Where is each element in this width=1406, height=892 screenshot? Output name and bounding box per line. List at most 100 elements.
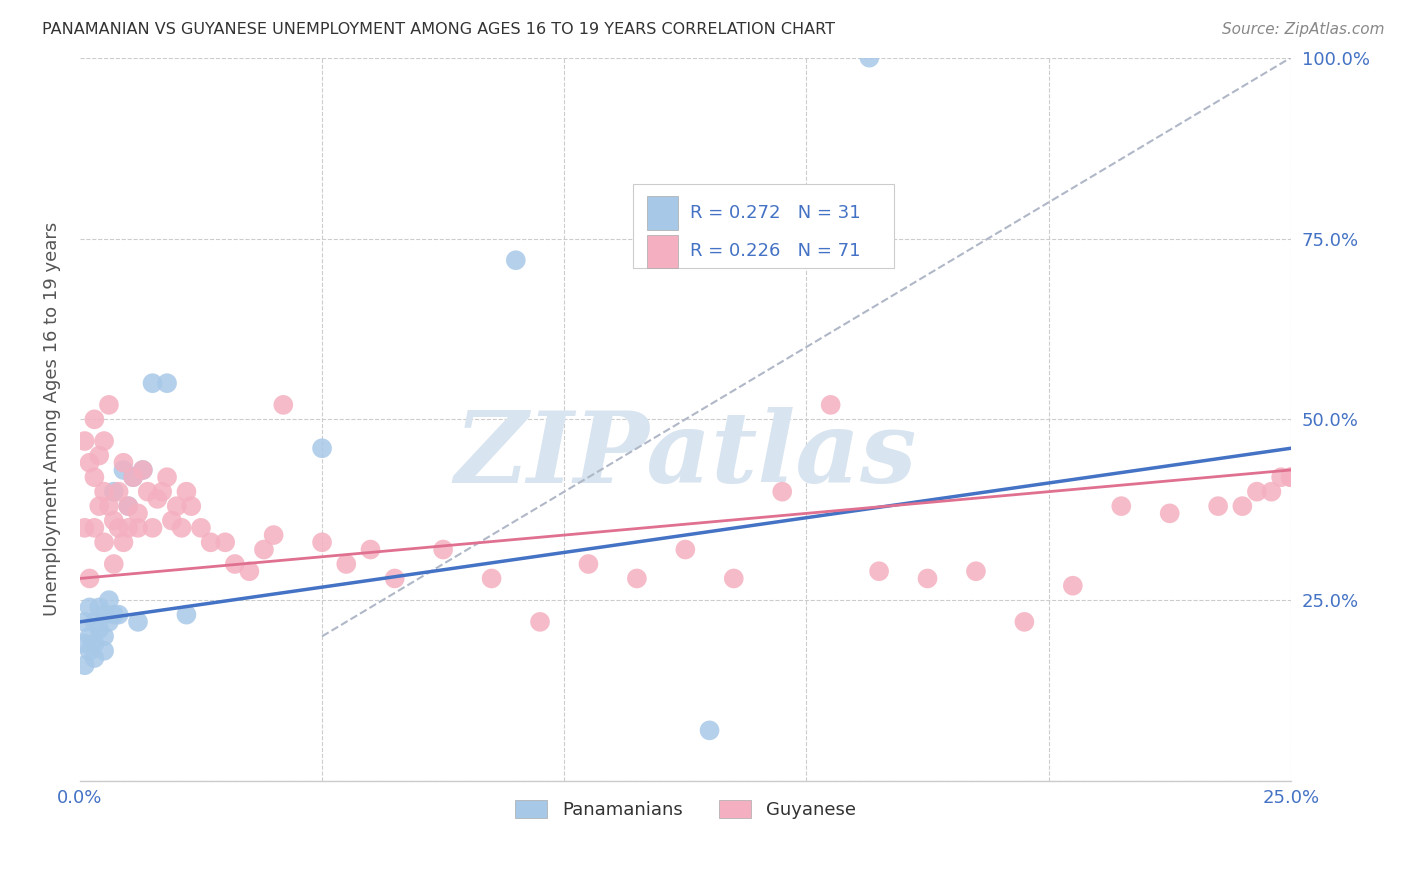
Point [1206, 499, 1229, 513]
Text: Source: ZipAtlas.com: Source: ZipAtlas.com [1222, 22, 1385, 37]
Point [311, 442, 333, 456]
Point [200, 535, 222, 549]
Point [89, 600, 111, 615]
Point [97, 615, 120, 629]
Point [820, 398, 842, 412]
Point [180, 499, 202, 513]
Point [89, 622, 111, 636]
Point [79, 456, 101, 470]
Point [107, 607, 129, 622]
Point [122, 470, 145, 484]
Point [1279, 470, 1302, 484]
Point [529, 615, 551, 629]
Text: R = 0.226   N = 71: R = 0.226 N = 71 [690, 243, 860, 260]
Point [360, 542, 382, 557]
Point [103, 607, 125, 622]
Text: PANAMANIAN VS GUYANESE UNEMPLOYMENT AMONG AGES 16 TO 19 YEARS CORRELATION CHART: PANAMANIAN VS GUYANESE UNEMPLOYMENT AMON… [42, 22, 835, 37]
Point [1062, 579, 1084, 593]
Point [93, 644, 115, 658]
Point [127, 507, 149, 521]
Point [176, 484, 198, 499]
Point [93, 535, 115, 549]
Point [73, 636, 96, 650]
Point [1260, 484, 1282, 499]
Point [271, 398, 294, 412]
Point [107, 484, 129, 499]
Point [141, 521, 163, 535]
Point [146, 491, 169, 506]
Point [156, 376, 179, 391]
Point [89, 499, 111, 513]
Point [93, 434, 115, 448]
Point [1232, 499, 1254, 513]
Point [83, 470, 105, 484]
Point [160, 514, 183, 528]
Point [127, 521, 149, 535]
Point [673, 542, 696, 557]
Point [122, 470, 145, 484]
Point [117, 499, 139, 513]
Point [103, 484, 125, 499]
Point [770, 484, 793, 499]
Point [93, 607, 115, 622]
Point [578, 557, 600, 571]
Point [73, 658, 96, 673]
Point [83, 521, 105, 535]
Point [79, 644, 101, 658]
Point [505, 253, 527, 268]
Point [1159, 507, 1181, 521]
Point [190, 521, 212, 535]
Point [176, 607, 198, 622]
Point [79, 572, 101, 586]
Point [93, 629, 115, 643]
Point [384, 572, 406, 586]
Point [224, 557, 246, 571]
Point [238, 564, 260, 578]
Text: ZIPatlas: ZIPatlas [454, 408, 917, 504]
Point [73, 521, 96, 535]
Point [1270, 470, 1292, 484]
Point [965, 564, 987, 578]
Point [1109, 499, 1132, 513]
Point [723, 572, 745, 586]
Point [136, 484, 159, 499]
Point [103, 557, 125, 571]
Y-axis label: Unemployment Among Ages 16 to 19 years: Unemployment Among Ages 16 to 19 years [44, 222, 60, 616]
Point [917, 572, 939, 586]
Point [89, 449, 111, 463]
Point [127, 615, 149, 629]
Point [263, 528, 285, 542]
Point [481, 572, 503, 586]
Point [132, 463, 155, 477]
Text: R = 0.272   N = 31: R = 0.272 N = 31 [690, 204, 860, 222]
Point [97, 499, 120, 513]
Point [1014, 615, 1036, 629]
Point [73, 615, 96, 629]
Point [141, 376, 163, 391]
Point [83, 651, 105, 665]
Point [107, 521, 129, 535]
Point [79, 600, 101, 615]
Legend: Panamanians, Guyanese: Panamanians, Guyanese [508, 792, 863, 826]
Point [1279, 470, 1302, 484]
Point [97, 593, 120, 607]
Point [112, 535, 135, 549]
Point [79, 629, 101, 643]
Point [83, 412, 105, 426]
Point [97, 398, 120, 412]
Point [1246, 484, 1268, 499]
Point [112, 456, 135, 470]
Point [170, 521, 193, 535]
Point [83, 636, 105, 650]
Point [432, 542, 454, 557]
Point [311, 535, 333, 549]
Point [166, 499, 188, 513]
Point [858, 51, 880, 65]
Point [253, 542, 276, 557]
Point [150, 484, 173, 499]
Point [112, 463, 135, 477]
Point [93, 484, 115, 499]
Point [868, 564, 890, 578]
Point [156, 470, 179, 484]
Point [117, 521, 139, 535]
